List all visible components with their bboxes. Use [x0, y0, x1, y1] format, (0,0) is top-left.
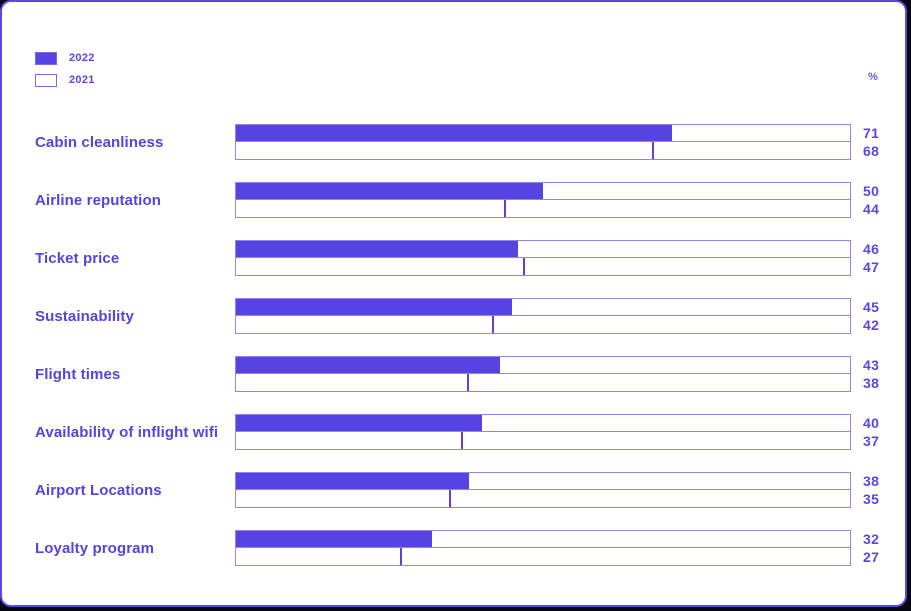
value-2022: 71	[863, 125, 880, 141]
bar-track-2021	[235, 315, 851, 335]
value-2021: 42	[863, 317, 880, 333]
legend: 2022 2021	[35, 51, 95, 95]
value-2021: 35	[863, 491, 880, 507]
value-2021: 27	[863, 549, 880, 565]
bar-row: Availability of inflight wifi 40 37	[35, 403, 880, 461]
bar-row: Loyalty program 32 27	[35, 519, 880, 577]
bar-row: Cabin cleanliness 71 68	[35, 113, 880, 171]
bar-fill-2022	[236, 414, 482, 432]
legend-label-2021: 2021	[69, 74, 95, 86]
value-labels: 32 27	[863, 530, 879, 566]
value-labels: 43 38	[863, 356, 879, 392]
bar-track-2022	[235, 355, 851, 375]
category-label: Availability of inflight wifi	[35, 423, 219, 441]
legend-swatch-2021-outlined	[35, 73, 57, 87]
bar-track-2022	[235, 123, 851, 143]
bar-track-2021	[235, 199, 851, 219]
bar-pair	[235, 413, 851, 451]
bar-row: Airport Locations 38 35	[35, 461, 880, 519]
value-2021: 47	[863, 259, 880, 275]
bar-fill-2022	[236, 472, 470, 490]
legend-label-2022: 2022	[69, 52, 95, 64]
bar-fill-2021	[236, 374, 470, 392]
bar-fill-2021	[236, 200, 507, 218]
bar-chart: Cabin cleanliness 71 68 Airline reputati…	[35, 113, 880, 577]
bar-row: Sustainability 45 42	[35, 287, 880, 345]
value-2022: 40	[863, 415, 880, 431]
bar-track-2022	[235, 529, 851, 549]
value-2022: 43	[863, 357, 880, 373]
bar-track-2022	[235, 297, 851, 317]
value-2022: 45	[863, 299, 880, 315]
bar-fill-2021	[236, 258, 525, 276]
bar-fill-2022	[236, 182, 543, 200]
bar-row: Flight times 43 38	[35, 345, 880, 403]
legend-swatch-2022-filled	[35, 51, 57, 65]
bar-fill-2021	[236, 490, 451, 508]
bar-fill-2021	[236, 548, 402, 566]
bar-pair	[235, 239, 851, 277]
value-labels: 50 44	[863, 182, 879, 218]
bar-track-2021	[235, 373, 851, 393]
value-2022: 46	[863, 241, 880, 257]
value-2022: 38	[863, 473, 880, 489]
bar-fill-2021	[236, 316, 494, 334]
bar-pair	[235, 355, 851, 393]
bar-pair	[235, 123, 851, 161]
bar-track-2022	[235, 239, 851, 259]
bar-row: Ticket price 46 47	[35, 229, 880, 287]
unit-percent-label: %	[868, 71, 878, 83]
category-label: Airline reputation	[35, 191, 161, 209]
bar-track-2021	[235, 489, 851, 509]
value-2021: 44	[863, 201, 880, 217]
bar-track-2022	[235, 181, 851, 201]
bar-fill-2022	[236, 530, 433, 548]
bar-fill-2022	[236, 298, 513, 316]
legend-item-2021: 2021	[35, 73, 95, 87]
bar-track-2021	[235, 431, 851, 451]
value-2021: 68	[863, 143, 880, 159]
bar-pair	[235, 471, 851, 509]
bar-pair	[235, 181, 851, 219]
category-label: Sustainability	[35, 307, 134, 325]
bar-fill-2021	[236, 142, 654, 160]
category-label: Loyalty program	[35, 539, 155, 557]
category-label: Ticket price	[35, 249, 120, 267]
legend-item-2022: 2022	[35, 51, 95, 65]
value-2021: 38	[863, 375, 880, 391]
value-labels: 38 35	[863, 472, 879, 508]
bar-pair	[235, 297, 851, 335]
value-2022: 32	[863, 531, 880, 547]
category-label: Flight times	[35, 365, 121, 383]
bar-fill-2022	[236, 240, 519, 258]
bar-track-2021	[235, 257, 851, 277]
category-label: Cabin cleanliness	[35, 133, 164, 151]
bar-track-2022	[235, 413, 851, 433]
value-2021: 37	[863, 433, 880, 449]
value-labels: 40 37	[863, 414, 879, 450]
bar-row: Airline reputation 50 44	[35, 171, 880, 229]
value-labels: 45 42	[863, 298, 879, 334]
value-labels: 71 68	[863, 124, 879, 160]
bar-fill-2022	[236, 124, 672, 142]
bar-pair	[235, 529, 851, 567]
bar-track-2021	[235, 141, 851, 161]
bar-track-2022	[235, 471, 851, 491]
category-label: Airport Locations	[35, 481, 162, 499]
value-2022: 50	[863, 183, 880, 199]
bar-fill-2021	[236, 432, 464, 450]
value-labels: 46 47	[863, 240, 879, 276]
bar-track-2021	[235, 547, 851, 567]
bar-fill-2022	[236, 356, 501, 374]
